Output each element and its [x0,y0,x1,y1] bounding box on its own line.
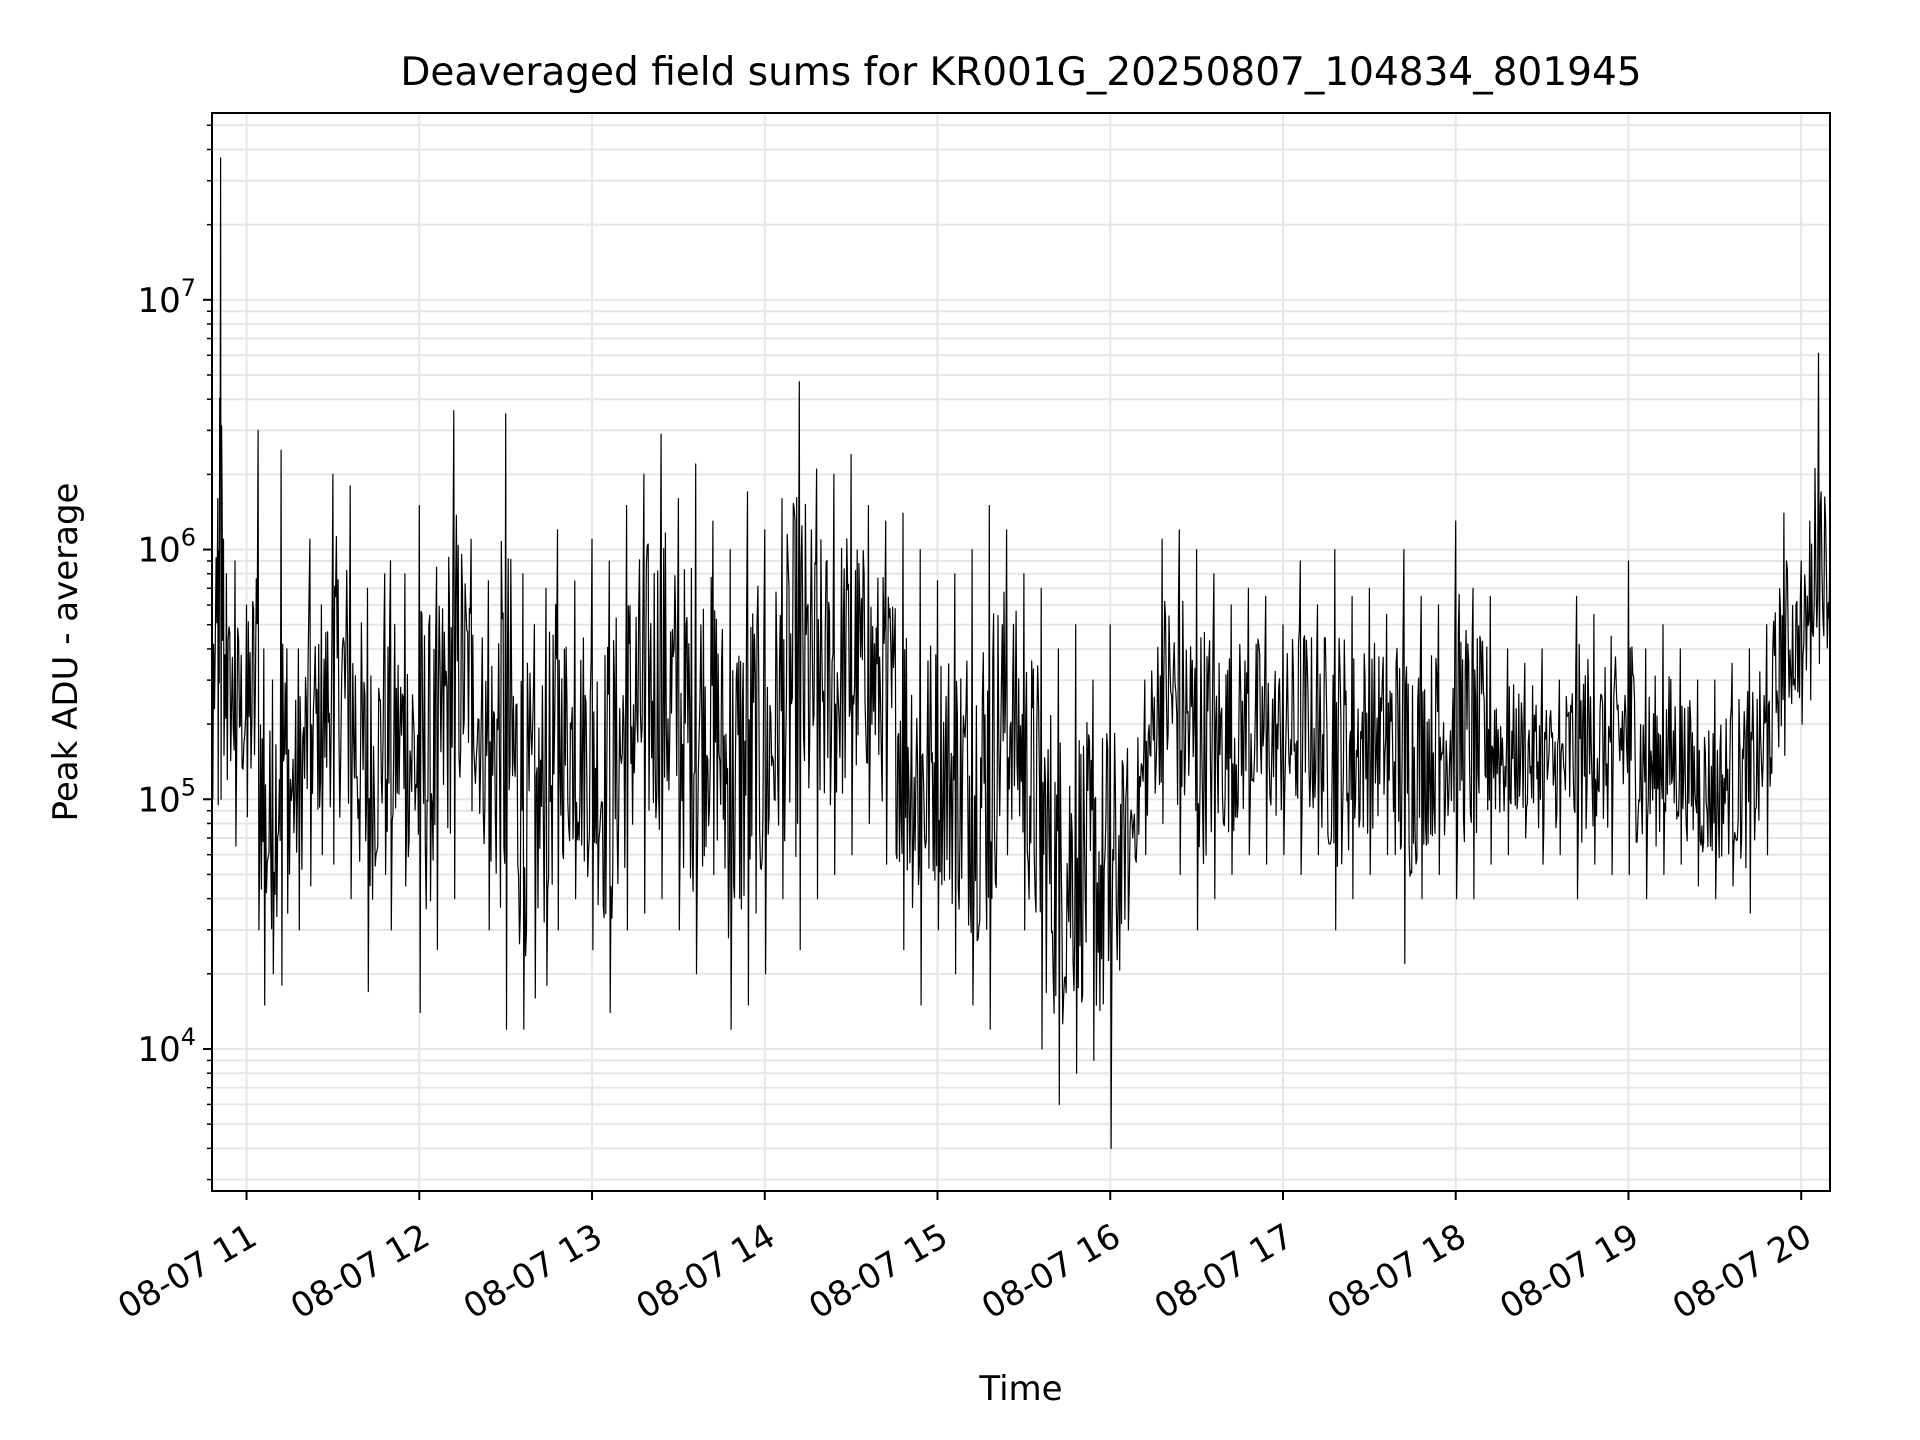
x-tick-label: 08-07 11 [111,1216,263,1327]
x-tick-label: 08-07 15 [802,1216,954,1327]
x-tick-label: 08-07 13 [457,1216,609,1327]
x-axis-label: Time [978,1369,1062,1409]
x-tick-label: 08-07 12 [284,1216,436,1327]
x-tick-label: 08-07 18 [1321,1216,1473,1327]
x-axis-ticks: 08-07 11 08-07 12 08-07 13 08-07 14 08-07 15… [111,1191,1818,1327]
series-layer [211,157,1831,1149]
chart-title: Deaveraged field sums for KR001G_2025080… [400,50,1641,95]
series-line [211,157,1831,1149]
plot-frame [211,112,1831,1192]
x-tick-label: 08-07 17 [1148,1216,1300,1327]
x-tick-label: 08-07 14 [630,1216,782,1327]
y-tick-label: 106 [137,524,196,571]
y-axis-ticks: 104 105 106 107 [137,124,212,1181]
y-tick-label: 107 [137,274,196,321]
x-tick-label: 08-07 20 [1666,1216,1818,1327]
y-tick-label: 104 [137,1023,196,1070]
y-axis-label: Peak ADU - average [46,483,86,822]
y-tick-label: 105 [137,773,196,820]
x-tick-label: 08-07 16 [975,1216,1127,1327]
x-tick-label: 08-07 19 [1493,1216,1645,1327]
